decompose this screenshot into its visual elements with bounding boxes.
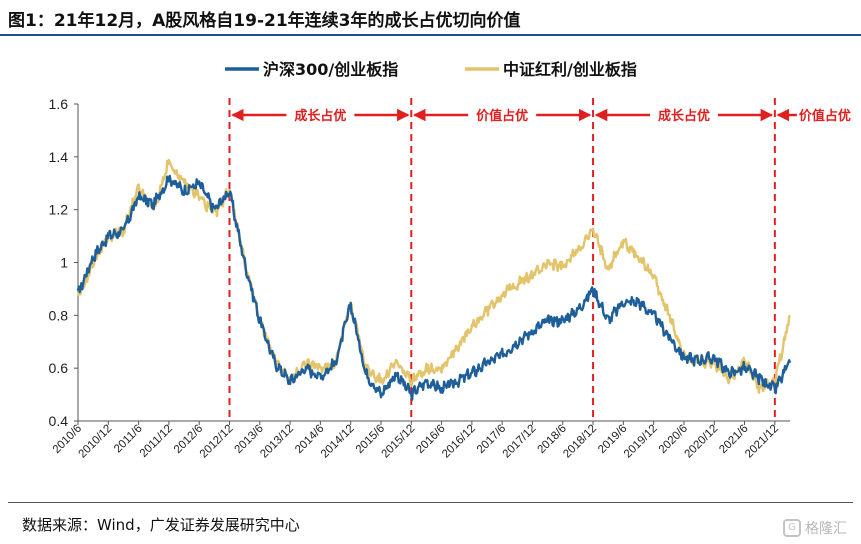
line-chart: 0.40.60.811.21.41.62010/62010/122011/620… [49, 60, 851, 461]
watermark-text: 格隆汇 [805, 521, 847, 537]
y-tick-label: 0.8 [49, 307, 69, 323]
y-tick-label: 1.2 [49, 202, 69, 218]
y-tick-label: 0.6 [49, 360, 69, 376]
watermark-logo-icon: G [783, 519, 801, 537]
chart-title: 图1：21年12月，A股风格自19-21年连续3年的成长占优切向价值 [8, 11, 521, 31]
annotation-label: 成长占优 [658, 108, 710, 124]
series-line-1 [76, 158, 791, 394]
x-tick-label: 2014/12 [319, 423, 357, 461]
x-tick-label: 2020/12 [682, 423, 720, 461]
series-lines [76, 158, 792, 401]
source-note: 数据来源：Wind，广发证券发展研究中心 [22, 516, 300, 534]
chart-legend: 沪深300/创业板指 中证红利/创业板指 [225, 60, 637, 79]
chart-axes: 0.40.60.811.21.41.62010/62010/122011/620… [49, 96, 790, 461]
x-tick-label: 2015/12 [380, 423, 418, 461]
x-tick-label: 2019/12 [622, 423, 660, 461]
annotation-label: 价值占优 [799, 108, 851, 124]
footer-divider [8, 502, 853, 503]
title-divider [0, 34, 861, 36]
x-tick-label: 2018/12 [561, 423, 599, 461]
watermark: G 格隆汇 [783, 518, 847, 538]
y-tick-label: 1 [60, 255, 68, 271]
y-tick-label: 0.4 [49, 413, 69, 429]
x-tick-label: 2010/12 [77, 423, 115, 461]
annotation-label: 成长占优 [294, 108, 346, 124]
regime-annotations: 成长占优 价值占优 成长占优 价值占优 [231, 108, 851, 124]
y-tick-label: 1.6 [49, 96, 69, 112]
regime-dividers [228, 98, 776, 421]
x-tick-label: 2016/12 [440, 423, 478, 461]
x-tick-label: 2021/12 [743, 423, 781, 461]
legend-label-1: 中证红利/创业板指 [503, 60, 637, 79]
x-tick-label: 2013/12 [258, 423, 296, 461]
annotation-label: 价值占优 [476, 108, 528, 124]
x-tick-label: 2012/12 [198, 423, 236, 461]
x-tick-label: 2011/12 [138, 423, 175, 460]
series-line-0 [76, 174, 792, 401]
legend-label-0: 沪深300/创业板指 [263, 60, 398, 79]
y-tick-label: 1.4 [49, 149, 69, 165]
x-tick-label: 2017/12 [501, 423, 539, 461]
